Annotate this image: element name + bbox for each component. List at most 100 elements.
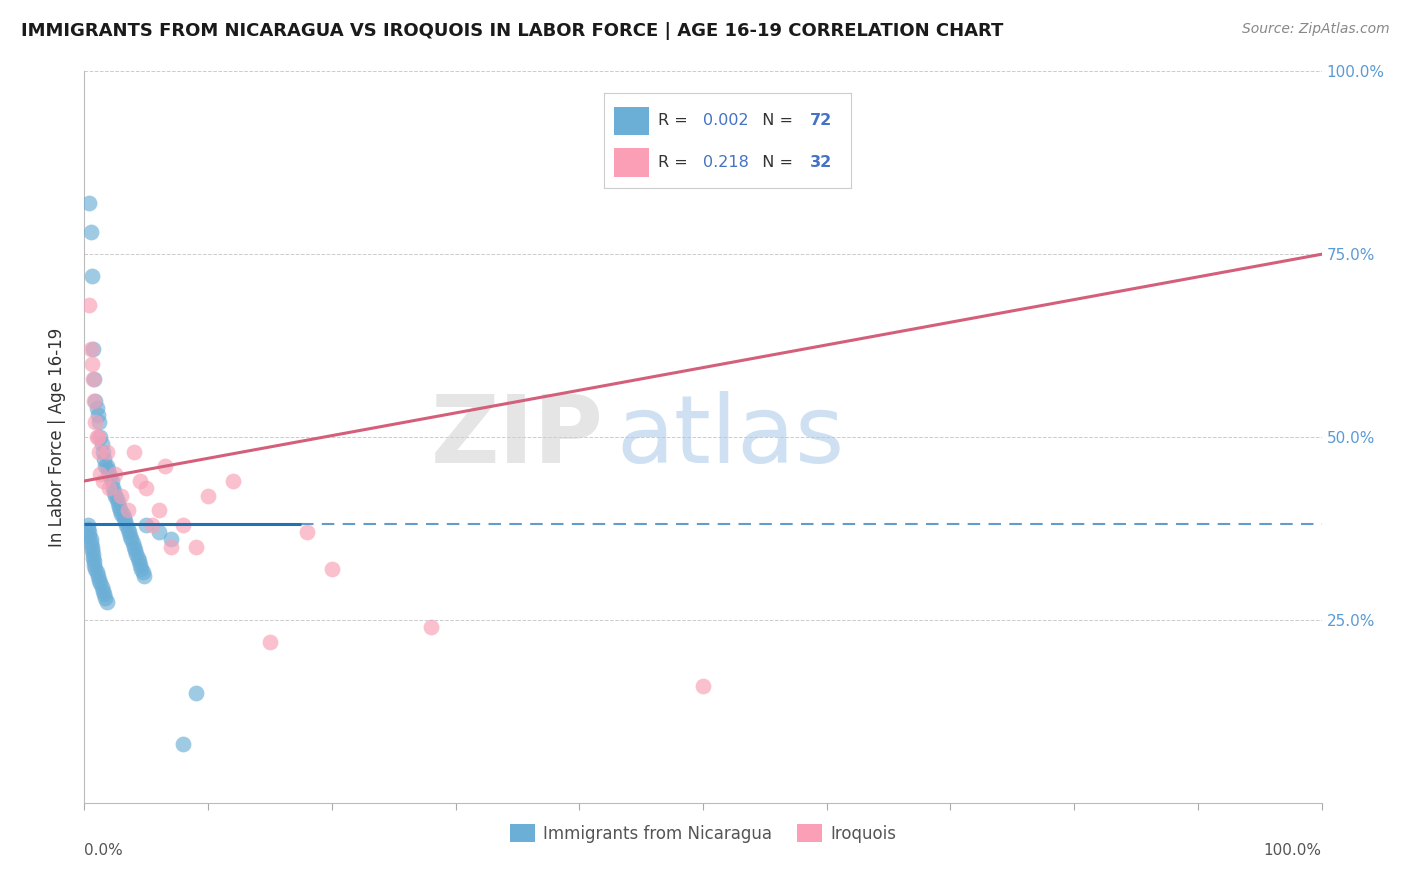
Point bbox=[153, 459, 176, 474]
Point bbox=[83, 558, 105, 573]
Point bbox=[117, 503, 139, 517]
Point bbox=[80, 543, 103, 558]
Point bbox=[111, 507, 134, 521]
Point bbox=[295, 525, 318, 540]
Point bbox=[89, 416, 111, 430]
Point bbox=[132, 569, 155, 583]
Point bbox=[83, 554, 105, 568]
Point bbox=[184, 540, 207, 554]
Point bbox=[82, 371, 104, 385]
Point bbox=[93, 587, 115, 601]
Point bbox=[259, 635, 281, 649]
Text: Source: ZipAtlas.com: Source: ZipAtlas.com bbox=[1241, 22, 1389, 37]
Point bbox=[97, 463, 120, 477]
Point bbox=[105, 492, 128, 507]
Point bbox=[87, 569, 110, 583]
Point bbox=[89, 444, 111, 458]
Point bbox=[107, 496, 129, 510]
Point bbox=[121, 536, 143, 550]
Point bbox=[197, 489, 219, 503]
Point bbox=[91, 474, 114, 488]
Point bbox=[90, 437, 112, 451]
Point bbox=[82, 550, 104, 565]
Point bbox=[91, 444, 114, 458]
Point bbox=[117, 521, 139, 535]
Point bbox=[80, 269, 103, 284]
Point bbox=[98, 467, 121, 481]
Point bbox=[160, 533, 183, 547]
Point bbox=[104, 489, 127, 503]
Point bbox=[108, 500, 131, 514]
Point bbox=[127, 550, 149, 565]
Point bbox=[135, 517, 157, 532]
Point bbox=[83, 393, 105, 408]
Point bbox=[128, 554, 150, 568]
Y-axis label: In Labor Force | Age 16-19: In Labor Force | Age 16-19 bbox=[48, 327, 66, 547]
Point bbox=[101, 481, 124, 495]
Point bbox=[94, 459, 117, 474]
Point bbox=[89, 467, 111, 481]
Point bbox=[93, 452, 115, 467]
Point bbox=[104, 467, 127, 481]
Point bbox=[110, 507, 132, 521]
Point bbox=[96, 444, 118, 458]
Point bbox=[84, 562, 107, 576]
Point bbox=[110, 489, 132, 503]
Point bbox=[89, 576, 111, 591]
Point bbox=[83, 371, 105, 385]
Point bbox=[124, 543, 146, 558]
Point bbox=[110, 503, 132, 517]
Text: atlas: atlas bbox=[616, 391, 845, 483]
Point bbox=[79, 529, 101, 543]
Point bbox=[122, 540, 145, 554]
Point bbox=[141, 517, 163, 532]
Point bbox=[86, 401, 108, 415]
Point bbox=[112, 510, 135, 524]
Point bbox=[86, 566, 108, 580]
Point bbox=[79, 298, 101, 312]
Point bbox=[82, 547, 104, 561]
Point bbox=[122, 444, 145, 458]
Point bbox=[184, 686, 207, 700]
Point bbox=[129, 474, 152, 488]
Point bbox=[98, 470, 121, 484]
Point bbox=[125, 547, 148, 561]
Point bbox=[86, 430, 108, 444]
Point bbox=[87, 430, 110, 444]
Point bbox=[172, 737, 194, 751]
Point bbox=[160, 540, 183, 554]
Point bbox=[419, 620, 441, 634]
Point bbox=[94, 591, 117, 605]
Point bbox=[89, 573, 111, 587]
Point bbox=[692, 679, 714, 693]
Legend: Immigrants from Nicaragua, Iroquois: Immigrants from Nicaragua, Iroquois bbox=[503, 818, 903, 849]
Point bbox=[96, 459, 118, 474]
Point bbox=[129, 558, 152, 573]
Point bbox=[89, 430, 111, 444]
Point bbox=[77, 517, 100, 532]
Point bbox=[91, 583, 114, 598]
Point bbox=[79, 525, 101, 540]
Point bbox=[79, 533, 101, 547]
Point bbox=[79, 536, 101, 550]
Text: 0.0%: 0.0% bbox=[84, 843, 124, 858]
Point bbox=[321, 562, 343, 576]
Point bbox=[129, 562, 152, 576]
Point bbox=[114, 514, 136, 528]
Point bbox=[77, 521, 100, 535]
Point bbox=[84, 393, 107, 408]
Point bbox=[87, 408, 110, 422]
Point bbox=[100, 474, 122, 488]
Point bbox=[98, 481, 121, 495]
Point bbox=[80, 540, 103, 554]
Point bbox=[90, 580, 112, 594]
Point bbox=[79, 225, 101, 239]
Text: 100.0%: 100.0% bbox=[1264, 843, 1322, 858]
Point bbox=[115, 517, 138, 532]
Point bbox=[103, 485, 125, 500]
Point bbox=[172, 517, 194, 532]
Point bbox=[120, 533, 142, 547]
Text: ZIP: ZIP bbox=[432, 391, 605, 483]
Point bbox=[79, 343, 101, 357]
Point bbox=[135, 481, 157, 495]
